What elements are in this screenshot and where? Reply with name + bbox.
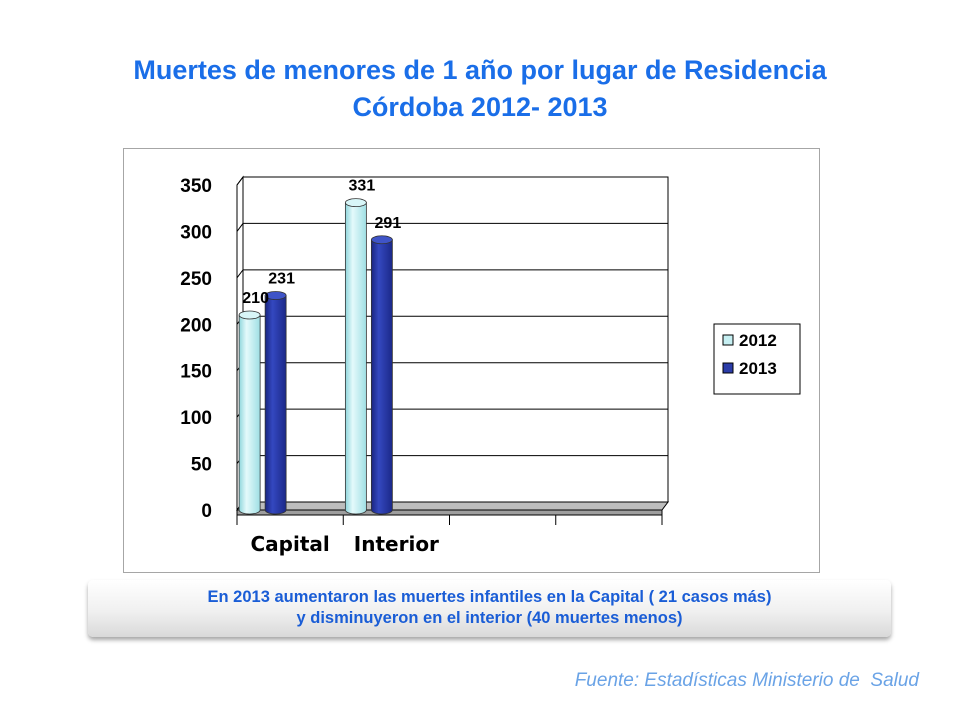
bar-body [238,314,261,515]
bar-body [344,202,367,515]
source-note: Fuente: Estadísticas Ministerio de Salud [574,670,919,691]
bar-top [264,291,287,300]
y-tick-label: 350 [180,176,212,197]
bar-2012-capital [238,310,261,515]
callout-line-1: En 2013 aumentaron las muertes infantile… [207,588,772,606]
legend: 2012 2013 [713,323,801,395]
floor-edge [236,509,663,516]
y-tick-label: 100 [180,408,212,429]
slide-title: Muertes de menores de 1 año por lugar de… [0,52,960,126]
title-line-2: Córdoba 2012- 2013 [352,92,608,122]
legend-label: 2013 [739,359,777,378]
x-category-label: Interior [354,532,439,556]
data-labels: 210 331 231 291 [242,178,401,307]
data-label: 291 [375,215,402,232]
gridline [236,269,668,279]
legend-label: 2012 [739,331,777,350]
legend-swatch [722,334,734,346]
gridline [236,176,668,186]
y-tick-label: 150 [180,362,212,383]
bar-top [238,310,261,320]
bar-top [370,235,393,245]
data-label: 210 [242,290,269,307]
back-wall [242,176,669,503]
title-line-1: Muertes de menores de 1 año por lugar de… [133,55,827,85]
bar-2012-interior [344,198,367,515]
y-tick-label: 0 [201,501,212,522]
y-tick-label: 250 [180,269,212,290]
gridline [236,222,668,232]
bar-2013-capital [264,291,287,515]
chart-walls [236,175,669,516]
bar-top [344,198,367,208]
callout-box: En 2013 aumentaron las muertes infantile… [88,580,891,637]
callout-line-2: y disminuyeron en el interior (40 muerte… [296,609,683,627]
x-axis-categories: Capital Interior [236,185,663,556]
y-tick-label: 300 [180,222,212,243]
floor [236,501,669,511]
data-label: 331 [349,178,376,195]
data-label: 231 [268,271,295,288]
y-tick-label: 200 [180,315,212,336]
chart-frame: 0 50 100 150 200 250 300 350 Capital Interior 21… [123,148,820,573]
bar-chart: 0 50 100 150 200 250 300 350 Capital Interior 21… [180,175,801,556]
y-axis-ticks: 0 50 100 150 200 250 300 350 [180,176,212,522]
bar-body [370,239,393,515]
legend-swatch [722,362,734,374]
bar-body [264,295,287,515]
bar-2013-interior [370,235,393,515]
y-tick-label: 50 [191,455,212,476]
x-category-label: Capital [250,532,329,556]
bars [238,198,393,515]
